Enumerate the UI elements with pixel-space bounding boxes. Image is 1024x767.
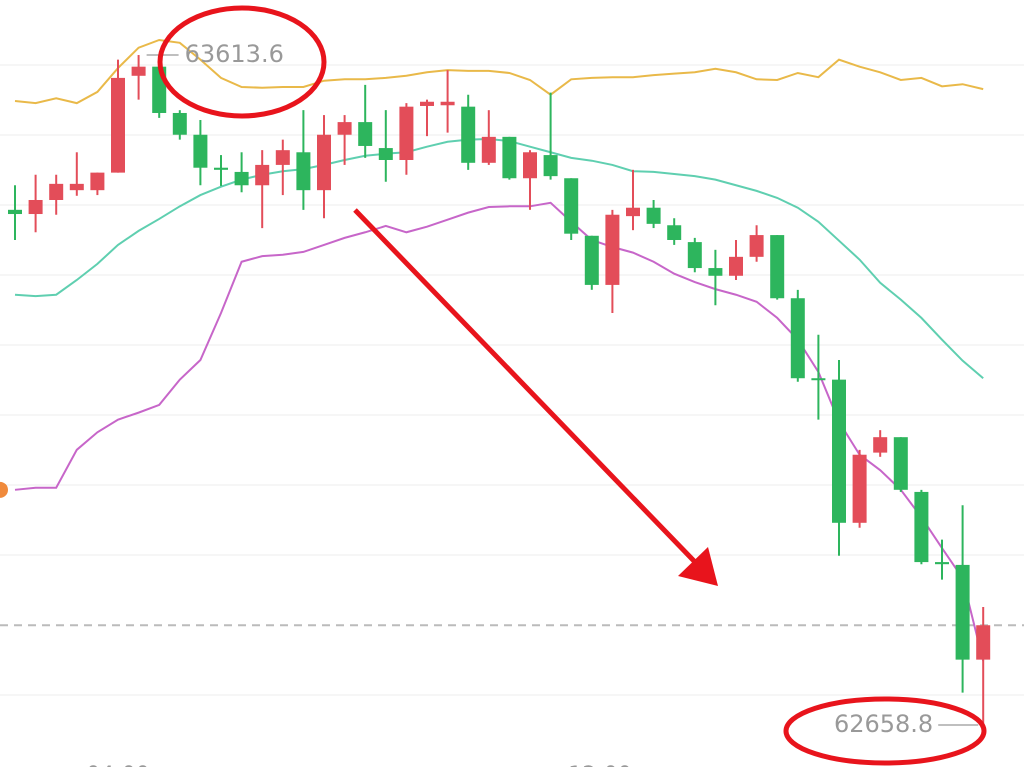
band-line: [14, 137, 984, 379]
candle-body: [626, 207, 640, 217]
candle-body: [955, 564, 970, 660]
candle-body: [667, 225, 682, 240]
candle-body: [461, 106, 476, 163]
candle-body: [234, 171, 249, 186]
candle-body: [193, 134, 208, 168]
plot: 63613.6 62658.8: [0, 38, 1024, 738]
x-tick-label: 04:00: [86, 763, 149, 767]
candle-body: [378, 148, 393, 160]
annotations: [157, 5, 987, 766]
candle-body: [790, 298, 805, 379]
candle-body: [976, 625, 991, 660]
candle-body: [543, 155, 558, 177]
highlight-circle: [157, 5, 327, 119]
trend-arrow: [353, 208, 697, 564]
candle-body: [873, 437, 888, 453]
candle-body: [172, 112, 187, 135]
band-marker: [0, 481, 8, 498]
candle-body: [481, 136, 496, 163]
candle-body: [893, 437, 908, 490]
candle-body: [420, 101, 434, 106]
candle-body: [49, 183, 64, 200]
candle-body: [770, 235, 785, 299]
candle-body: [523, 152, 537, 179]
candle-body: [440, 101, 455, 106]
candle-body: [296, 152, 311, 191]
highlight-circle: [783, 696, 987, 766]
candle-body: [584, 235, 599, 285]
grid: [0, 64, 1024, 696]
x-tick-label: 12:00: [568, 763, 631, 767]
candle-body: [131, 66, 146, 76]
candle-body: [69, 183, 84, 191]
candle-body: [914, 491, 929, 563]
candle-body: [399, 106, 414, 160]
candle-body: [749, 235, 764, 257]
low-label: 62658.8: [834, 710, 933, 738]
candle-body: [708, 268, 723, 276]
candle-body: [646, 207, 661, 224]
candle-body: [935, 562, 949, 565]
candle-body: [852, 454, 867, 523]
high-label: 63613.6: [185, 40, 284, 68]
candle-body: [605, 214, 620, 285]
candle-body: [729, 256, 743, 276]
candle-body: [687, 242, 702, 269]
candle-body: [811, 378, 826, 381]
candle-body: [564, 178, 579, 234]
candle-body: [275, 150, 290, 165]
candle-body: [8, 209, 22, 215]
candle-body: [317, 134, 331, 191]
candle-body: [255, 164, 270, 186]
candle-body: [502, 136, 517, 179]
candle-body: [111, 77, 125, 173]
candle-body: [832, 379, 846, 523]
band-line: [14, 38, 984, 105]
candle-body: [358, 122, 373, 146]
candle-body: [214, 167, 228, 170]
candle-body: [337, 122, 352, 135]
candle-body: [28, 199, 43, 215]
arrow-head: [678, 547, 718, 586]
candle-body: [90, 172, 105, 191]
